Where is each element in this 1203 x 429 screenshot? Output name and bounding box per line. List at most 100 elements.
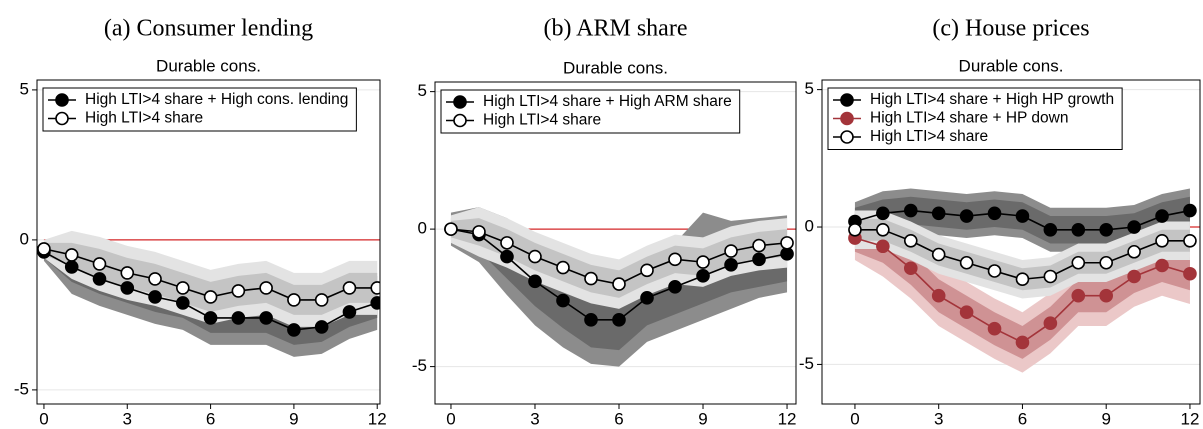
marker [1071,255,1086,270]
marker [314,293,329,307]
marker [876,206,890,221]
y-tick-label: 5 [805,79,814,98]
y-tick-label: 0 [20,229,29,248]
marker [1127,244,1141,259]
marker [259,311,273,325]
legend: High LTI>4 share + High HP growth High LT… [827,87,1123,150]
marker [1127,269,1141,284]
x-tick-label: 0 [850,409,859,428]
marker [472,225,486,239]
marker [64,248,79,262]
marker [724,244,738,258]
marker [1015,272,1030,287]
marker [696,255,710,269]
legend-box [42,87,357,132]
marker [120,266,135,280]
marker [640,263,654,278]
marker [903,233,918,248]
marker [1155,233,1169,248]
marker [1183,203,1197,218]
marker [724,258,738,272]
legend-marker [840,111,854,126]
legend-label: High LTI>4 share + HP down [870,110,1068,127]
marker [903,203,918,218]
marker [370,281,380,295]
legend-marker [453,95,467,109]
legend-box [827,87,1123,150]
marker [584,271,598,286]
legend: High LTI>4 share + High ARM share High LT… [440,89,741,134]
marker [612,313,626,327]
marker [231,284,246,298]
marker [1071,222,1086,237]
marker [203,311,218,325]
confidence-band [854,210,1190,299]
panel: (a) Consumer lending Durable cons. -5 0 5 0 3 6… [14,16,387,429]
confidence-band [854,218,1190,291]
panel-caption: (b) ARM share [544,16,688,42]
marker [612,277,626,291]
y-tick-label: 5 [418,81,427,100]
marker [148,290,162,304]
x-tick-label: 12 [1180,409,1199,428]
y-tick-label: 0 [418,219,427,238]
x-tick-label: 0 [446,409,455,428]
legend-label: High LTI>4 share + High cons. lending [85,91,348,108]
marker [987,264,1002,278]
marker [176,296,190,310]
legend: High LTI>4 share + High cons. lending Hig… [42,87,357,132]
marker [37,242,51,256]
marker [848,222,862,237]
marker [931,206,946,221]
legend-marker [840,130,854,144]
marker [556,260,570,275]
marker [342,305,357,319]
plot-frame [36,79,381,405]
x-tick-label: 9 [289,409,298,428]
marker [1043,316,1058,331]
marker [987,321,1002,336]
marker [314,320,329,334]
marker [64,260,79,274]
marker [370,296,380,310]
marker [92,257,107,271]
plot-frame [821,79,1201,405]
marker [668,252,682,267]
marker [1183,233,1197,248]
marker [752,238,766,253]
legend-marker [840,93,854,107]
y-tick-label: -5 [799,354,814,373]
y-tick-label: -5 [412,356,427,375]
legend-label: High LTI>4 share + High ARM share [483,93,732,110]
x-tick-label: 0 [39,409,48,428]
x-tick-label: 12 [368,409,387,428]
marker [176,281,190,295]
marker [120,281,135,295]
marker [640,291,654,305]
x-tick-label: 6 [1018,409,1027,428]
marker [500,249,514,264]
marker [931,288,946,303]
marker [1015,335,1030,350]
plot-area [435,91,796,368]
marker [231,311,246,325]
marker [287,293,301,307]
x-tick-label: 6 [206,409,215,428]
marker [876,222,890,237]
plot-title: Durable cons. [959,56,1064,75]
plot-frame [434,81,797,405]
marker [92,272,107,286]
marker [259,281,273,295]
marker [931,247,946,262]
marker [1127,220,1141,234]
panel: (c) House prices Durable cons. -5 0 5 0 3 6 9 12 H… [799,16,1201,428]
legend-marker [453,113,467,128]
panel-caption: (c) House prices [932,16,1089,42]
marker [903,261,918,276]
marker [780,236,794,250]
marker [959,209,974,223]
confidence-band [450,207,788,309]
plot-title: Durable cons. [563,58,668,77]
marker [1071,288,1086,303]
marker [1015,209,1030,223]
